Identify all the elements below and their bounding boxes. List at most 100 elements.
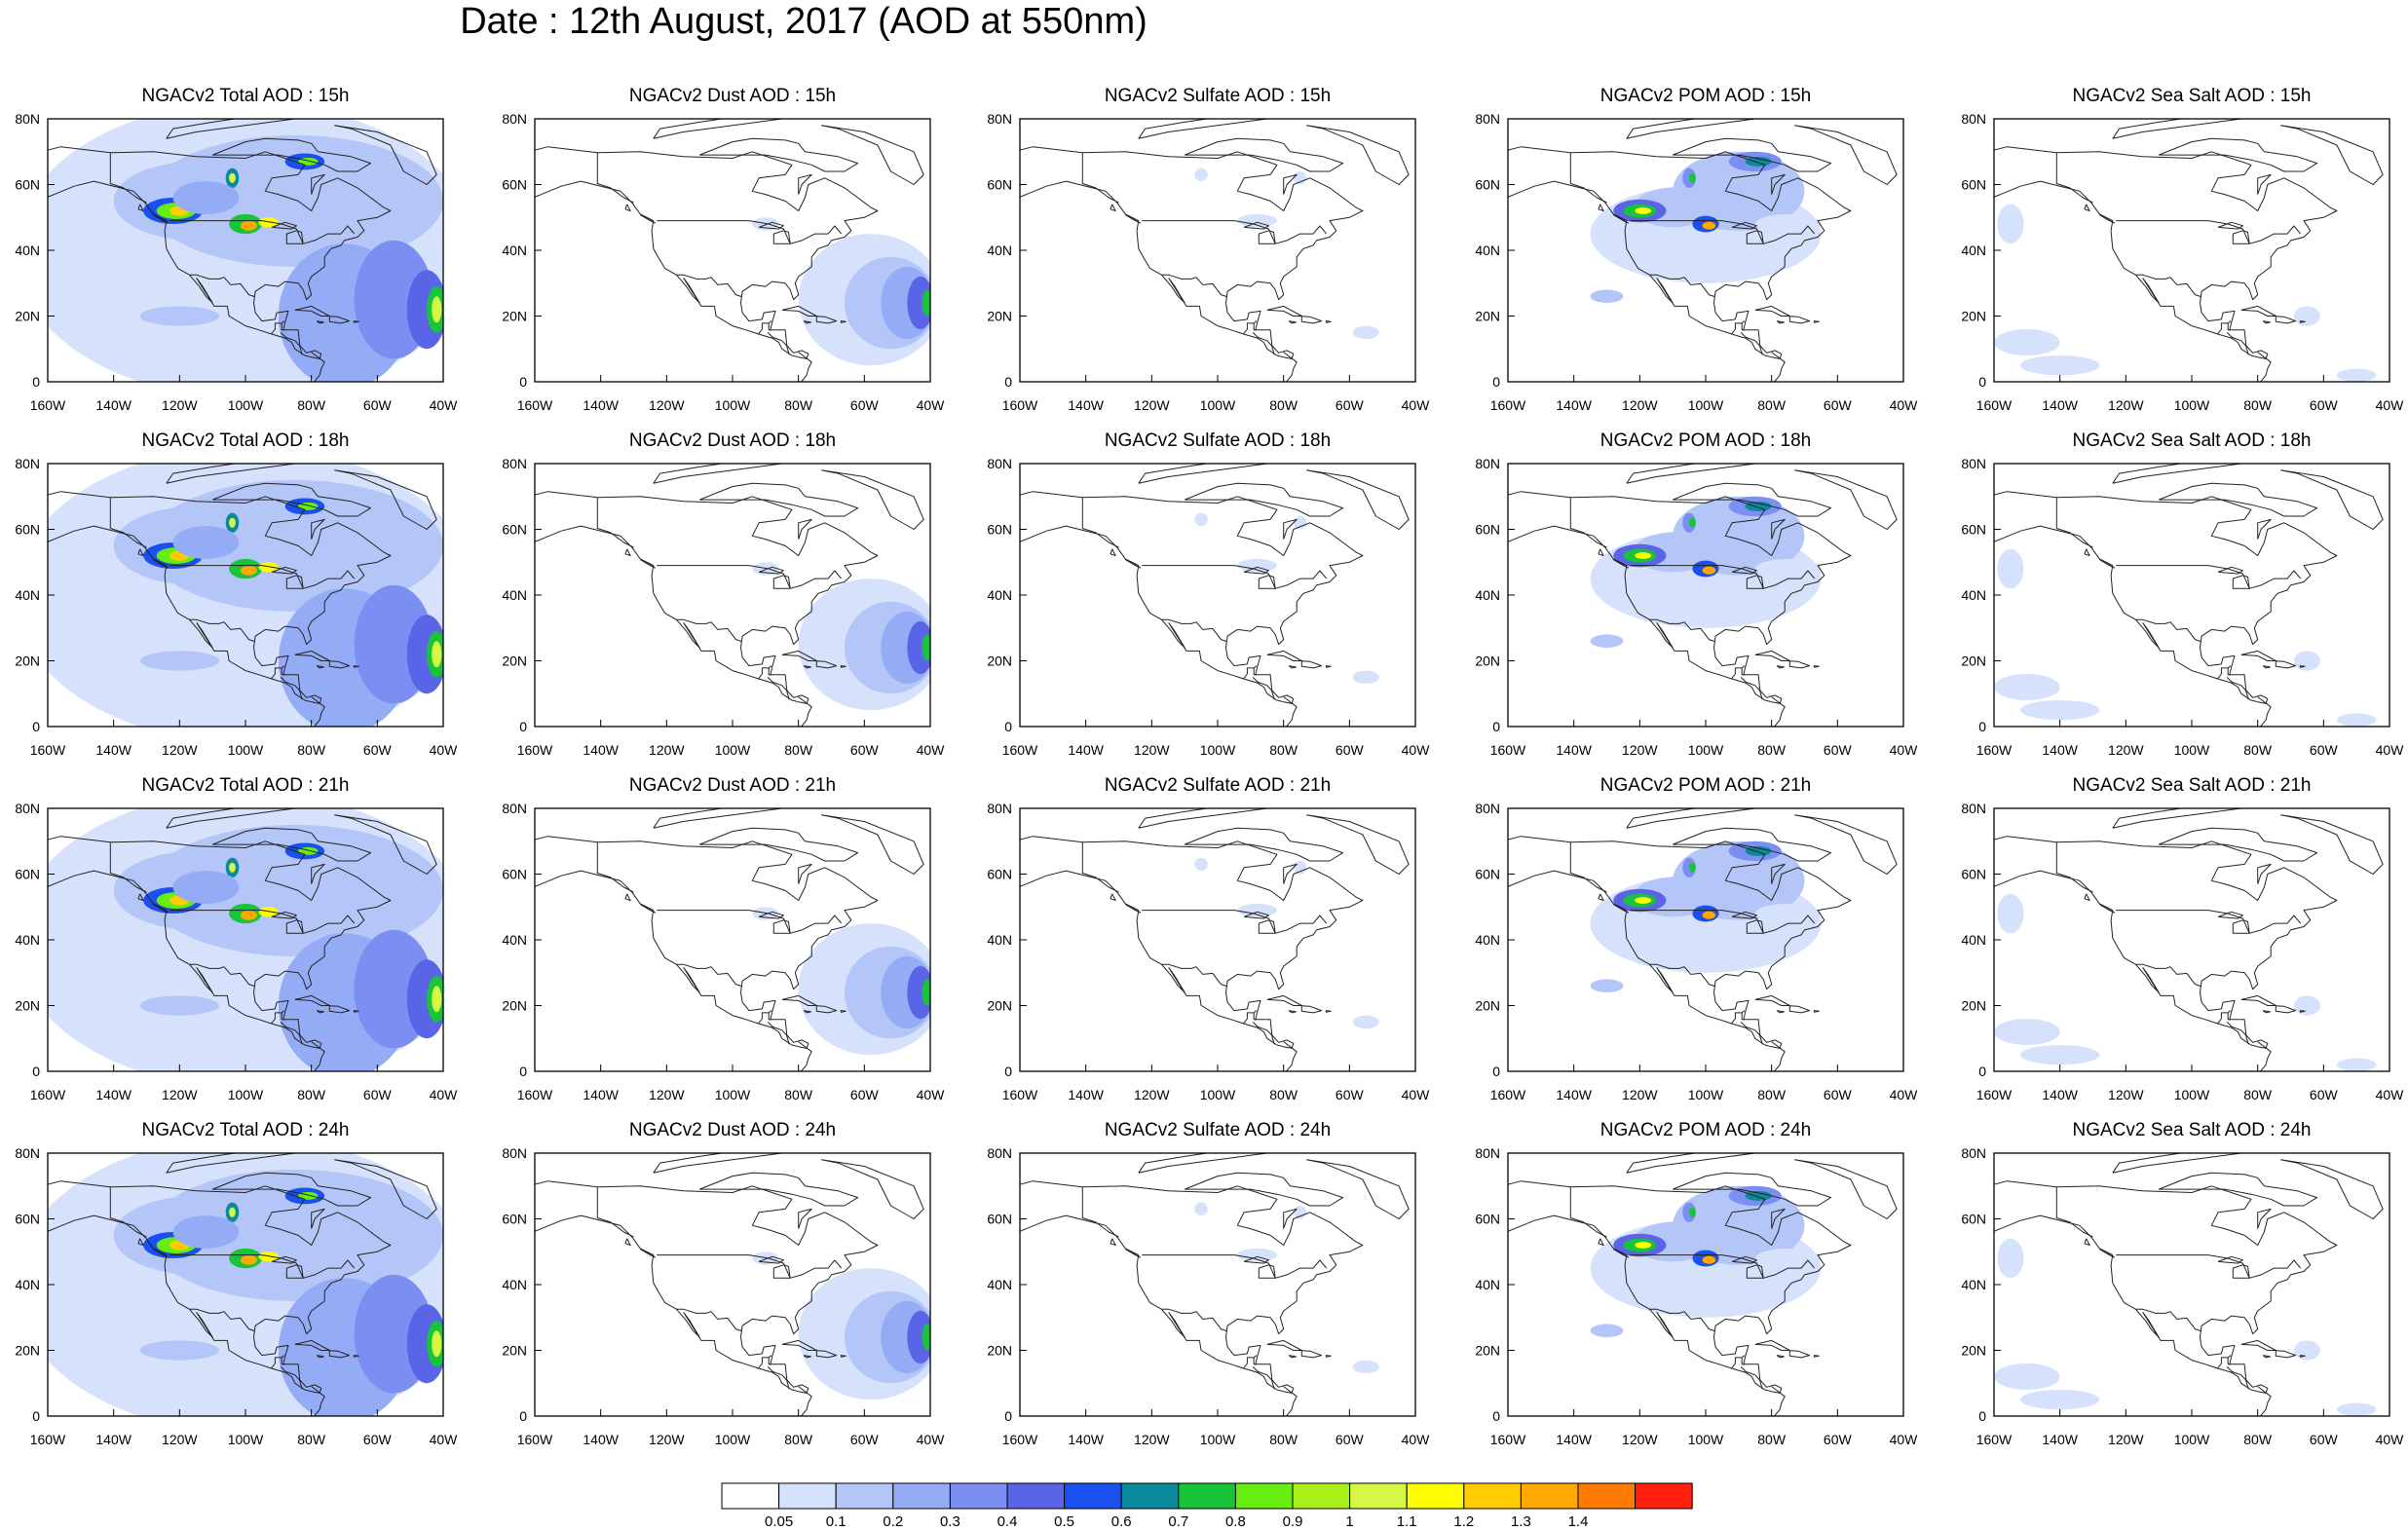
aod-blob [1293, 1206, 1307, 1219]
lon-tick-label: 160W [517, 1432, 553, 1447]
lat-tick-label: 80N [987, 456, 1012, 471]
aod-field [1590, 496, 1822, 648]
lat-tick-label: 60N [502, 522, 527, 538]
lon-tick-label: 140W [1556, 742, 1592, 758]
colorbar-label: 1.3 [1510, 1513, 1531, 1530]
lon-tick-label: 140W [95, 742, 132, 758]
lon-tick-label: 80W [784, 1432, 813, 1447]
aod-field [752, 217, 930, 366]
lat-tick-label: 60N [987, 177, 1012, 193]
colorbar-label: 0.5 [1054, 1513, 1075, 1530]
lat-tick-label: 40N [15, 587, 40, 603]
aod-blob [1293, 861, 1307, 875]
aod-blob [1293, 516, 1307, 530]
lon-tick-label: 60W [850, 1432, 880, 1447]
lon-tick-label: 140W [2042, 1087, 2078, 1102]
lat-tick-label: 60N [987, 1212, 1012, 1227]
lat-tick-label: 40N [987, 243, 1012, 258]
lon-tick-label: 40W [917, 397, 946, 413]
aod-blob [1682, 168, 1696, 188]
lon-tick-label: 80W [784, 397, 813, 413]
coastlines [48, 1153, 437, 1416]
panel-title: NGACv2 Sulfate AOD : 18h [1104, 430, 1332, 451]
lat-tick-label: 80N [15, 1145, 40, 1161]
lon-tick-label: 100W [2174, 397, 2210, 413]
lon-tick-label: 40W [2376, 1432, 2405, 1447]
aod-blob [752, 907, 779, 920]
map-panel-dust-15h: NGACv2 Dust AOD : 15h 160W 140W 120W 100W 80W… [487, 0, 1013, 413]
lon-tick-label: 60W [363, 742, 393, 758]
map-panel-pom-18h: NGACv2 POM AOD : 18h 160W 140W 120W 100W 80W 6… [1460, 345, 1986, 758]
lat-tick-label: 0 [1004, 1408, 1012, 1424]
colorbar-box [1064, 1482, 1122, 1510]
lon-tick-label: 140W [1068, 1087, 1104, 1102]
lat-tick-label: 80N [987, 801, 1012, 816]
lon-tick-label: 140W [2042, 1432, 2078, 1447]
aod-field [1194, 1202, 1379, 1374]
panel-title: NGACv2 Total AOD : 18h [141, 430, 350, 451]
aod-blob [1590, 289, 1624, 303]
lat-tick-label: 0 [1978, 1064, 1986, 1079]
panel-title: NGACv2 Sea Salt AOD : 18h [2072, 430, 2312, 451]
lat-tick-label: 20N [1961, 653, 1986, 669]
aod-field [48, 1153, 443, 1416]
map-svg: 160W 140W 120W 100W 80W 60W 40W 0 20N 40N 60N 80N [1961, 801, 2404, 1102]
coastlines [48, 808, 437, 1071]
aod-blob [1682, 857, 1696, 878]
lon-tick-label: 140W [2042, 742, 2078, 758]
aod-blob [1994, 674, 2060, 700]
aod-blob [1754, 903, 1822, 924]
lat-tick-label: 60N [502, 867, 527, 882]
lon-tick-label: 100W [1688, 397, 1724, 413]
colorbar-label: 0.3 [939, 1513, 960, 1530]
aod-blob [2336, 1058, 2377, 1071]
lat-tick-label: 40N [502, 1277, 527, 1292]
map-panel-pom-24h: NGACv2 POM AOD : 24h 160W 140W 120W 100W 80W 6… [1460, 1034, 1986, 1447]
lon-tick-label: 100W [2174, 742, 2210, 758]
aod-blob [1237, 903, 1277, 917]
lon-tick-label: 80W [2243, 1432, 2273, 1447]
colorbar-box [721, 1482, 780, 1510]
map-panel-sulfate-21h: NGACv2 Sulfate AOD : 21h 160W 140W 120W 100W… [972, 690, 1498, 1102]
aod-blob [1352, 1015, 1379, 1029]
panel-title: NGACv2 Dust AOD : 24h [628, 1120, 837, 1140]
lat-tick-label: 20N [1961, 309, 1986, 324]
panel-title: NGACv2 Sulfate AOD : 24h [1104, 1120, 1332, 1140]
lon-tick-label: 120W [162, 397, 198, 413]
lon-tick-label: 60W [850, 397, 880, 413]
aod-blob [432, 641, 442, 668]
aod-blob [1590, 1324, 1624, 1337]
lon-tick-label: 100W [1200, 397, 1236, 413]
colorbar-label: 1 [1345, 1513, 1354, 1530]
lon-tick-label: 80W [297, 742, 326, 758]
aod-blob [752, 217, 779, 231]
aod-blob [922, 979, 930, 1006]
map-svg: 160W 140W 120W 100W 80W 60W 40W 0 20N 40N 60N 80N [987, 801, 1430, 1102]
map-svg: 160W 140W 120W 100W 80W 60W 40W 0 20N 40N 60N 80N [1475, 456, 1918, 758]
lat-tick-label: 0 [32, 1064, 40, 1079]
aod-blob [432, 986, 442, 1013]
lon-tick-label: 40W [430, 397, 459, 413]
lat-tick-label: 20N [502, 998, 527, 1014]
lat-tick-label: 20N [987, 1343, 1012, 1359]
lon-tick-label: 160W [517, 397, 553, 413]
lon-tick-label: 160W [517, 1087, 553, 1102]
lat-tick-label: 60N [1961, 1212, 1986, 1227]
lat-tick-label: 80N [1475, 456, 1500, 471]
aod-blob [1997, 1238, 2024, 1279]
aod-field [48, 119, 443, 382]
aod-blob [1745, 1190, 1772, 1201]
aod-blob [240, 1254, 257, 1265]
aod-blob [1237, 558, 1277, 573]
aod-blob [907, 966, 930, 1019]
lon-tick-label: 100W [228, 742, 264, 758]
panel-title: NGACv2 Total AOD : 24h [141, 1120, 350, 1140]
aod-blob [1702, 911, 1716, 919]
aod-field [1194, 168, 1379, 340]
map-panel-seasalt-21h: NGACv2 Sea Salt AOD : 21h 160W 140W 120W 100… [1946, 690, 2408, 1102]
map-panel-total-18h: NGACv2 Total AOD : 18h 160W 140W 120W 100W 80… [0, 345, 526, 758]
lat-tick-label: 80N [502, 111, 527, 127]
panel-title: NGACv2 POM AOD : 15h [1599, 86, 1812, 106]
lon-tick-label: 140W [583, 1432, 619, 1447]
lat-tick-label: 20N [1475, 653, 1500, 669]
